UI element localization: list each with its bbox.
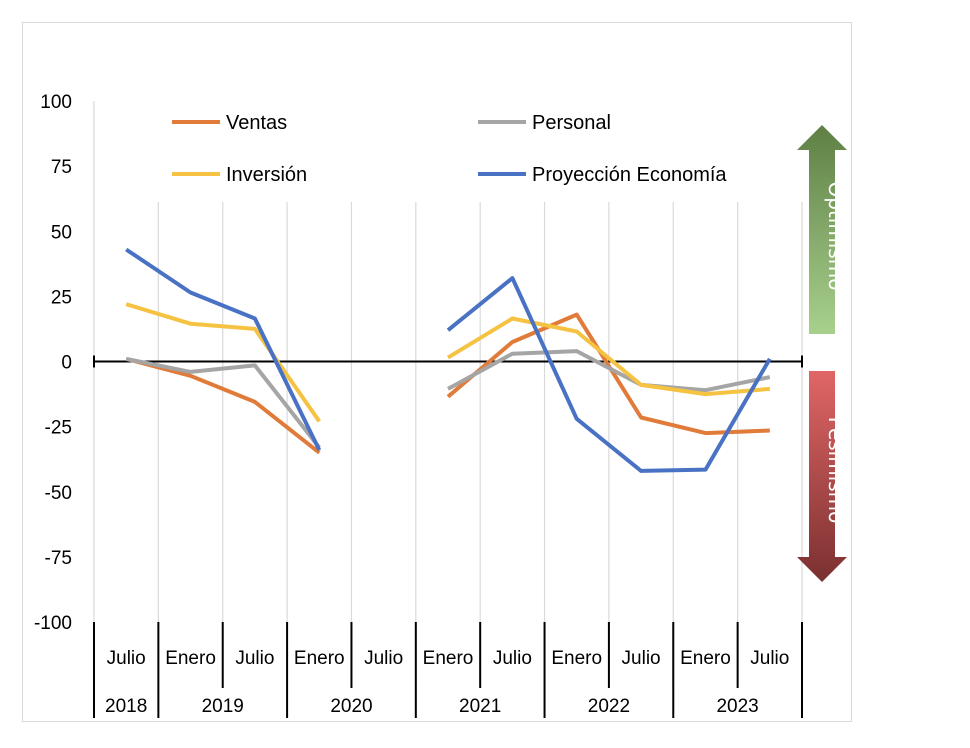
legend-label: Proyección Economía	[532, 164, 727, 186]
series-lines	[125, 247, 772, 473]
axes: 100 75 50 25 0 -25 -50 -75 -100 Julio Enero Julio En…	[34, 92, 803, 718]
x-tick-label-year: 2022	[588, 696, 630, 717]
y-tick-label: -50	[45, 483, 72, 504]
x-tick-label-month: Julio	[622, 648, 661, 669]
y-tick-label: 75	[51, 157, 72, 178]
y-tick-label: 0	[61, 353, 72, 374]
x-tick-label-month: Enero	[551, 648, 602, 669]
x-tick-label-year: 2020	[330, 696, 372, 717]
series-line-proyección-economía	[446, 276, 772, 473]
y-tick-label: 100	[40, 92, 72, 113]
x-tick-label-year: 2023	[716, 696, 758, 717]
legend-label: Inversión	[226, 164, 307, 186]
x-tick-label-month: Enero	[423, 648, 474, 669]
y-tick-label: 25	[51, 287, 72, 308]
x-tick-label-year: 2019	[202, 696, 244, 717]
x-tick-label-month: Enero	[294, 648, 345, 669]
series-line-personal	[125, 356, 321, 449]
x-tick-label-year: 2021	[459, 696, 501, 717]
x-tick-label-month: Julio	[107, 648, 146, 669]
legend-label: Personal	[532, 112, 611, 134]
chart-frame	[22, 22, 852, 722]
y-tick-label: -75	[45, 548, 72, 569]
legend-label: Ventas	[226, 112, 287, 134]
legend: Ventas Personal Inversión Proyección Econom…	[172, 112, 727, 186]
x-tick-label-year: 2018	[105, 696, 147, 717]
series-line-proyección-economía	[125, 247, 322, 451]
optimismo-arrow	[797, 125, 847, 334]
y-tick-label: -100	[34, 613, 72, 634]
x-tick-label-month: Julio	[235, 648, 274, 669]
series-line-inversión	[125, 302, 321, 423]
x-tick-label-month: Julio	[750, 648, 789, 669]
series-line-inversión	[446, 316, 770, 397]
x-tick-label-month: Enero	[680, 648, 731, 669]
sentiment-arrows: Optimismo Pesimismo	[797, 125, 848, 582]
optimismo-label: Optimismo	[824, 181, 848, 290]
pesimismo-arrow	[797, 371, 847, 582]
series-line-personal	[447, 349, 771, 393]
y-tick-label: -25	[45, 418, 72, 439]
x-tick-label-month: Julio	[493, 648, 532, 669]
pesimismo-label: Pesimismo	[824, 417, 848, 524]
gridlines	[93, 101, 803, 622]
y-tick-label: 50	[51, 222, 72, 243]
x-tick-label-month: Julio	[364, 648, 403, 669]
x-tick-label-month: Enero	[165, 648, 216, 669]
